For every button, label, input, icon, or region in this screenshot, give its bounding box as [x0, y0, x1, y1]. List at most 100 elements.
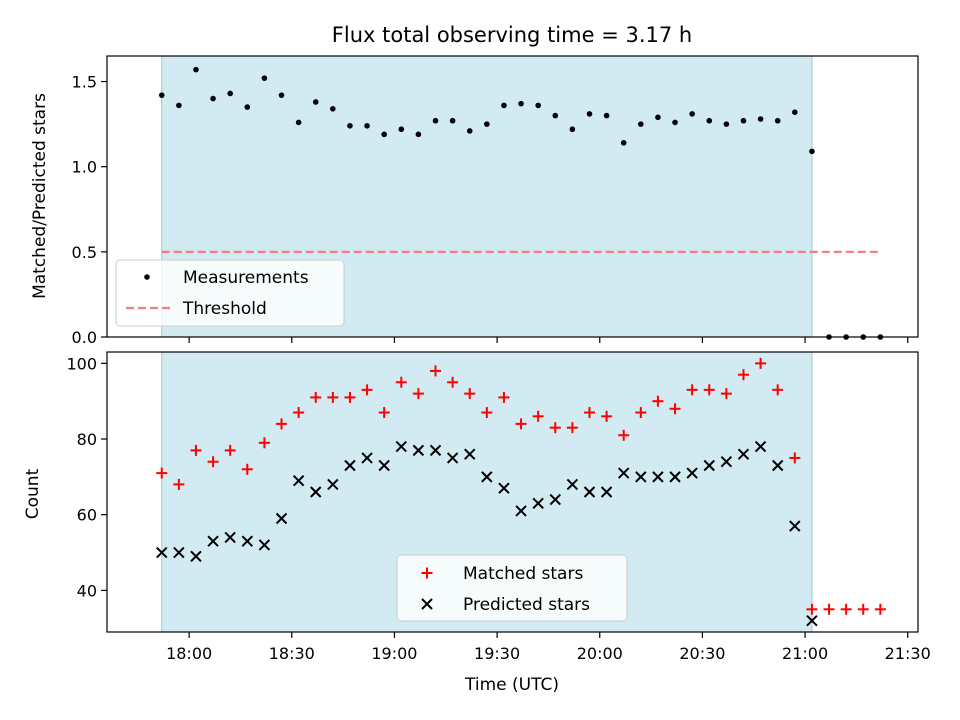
measurement-point [158, 92, 165, 98]
top-y-tick-label: 0.0 [72, 328, 97, 347]
matched-star-point [532, 410, 544, 422]
predicted-star-point [635, 471, 647, 483]
predicted-star-point-b [789, 520, 801, 532]
predicted-star-point [754, 440, 767, 453]
measurement-point [638, 121, 644, 127]
x-tick-label: 19:30 [474, 644, 520, 663]
measurement-point [774, 117, 781, 124]
matched-star-point [293, 407, 305, 419]
predicted-star-point-b [344, 459, 356, 472]
matched-star-point [635, 407, 647, 419]
predicted-star-point-b [173, 546, 185, 559]
predicted-star-point [395, 440, 407, 453]
measurement-point [535, 102, 541, 109]
legend-matched-label: Matched stars [463, 564, 583, 584]
legend-measurements-marker [144, 274, 150, 280]
predicted-star-point-b [327, 478, 339, 491]
matched-star-point [755, 357, 767, 369]
legend-predicted-label: Predicted stars [463, 595, 590, 615]
top-y-tick-label: 0.5 [72, 243, 97, 262]
matched-star-point [327, 391, 339, 403]
legend-measurements-label: Measurements [183, 268, 309, 288]
measurement-point [723, 121, 730, 127]
measurement-point [586, 111, 593, 117]
top-y-tick-label: 1.5 [72, 73, 97, 92]
matched-star-point [412, 388, 424, 400]
predicted-star-point-b [720, 456, 733, 468]
measurement-point [227, 90, 233, 97]
bottom-y-tick-label: 80 [77, 430, 97, 449]
measurement-point [278, 92, 285, 98]
predicted-star-point-b [395, 440, 407, 453]
x-tick-label: 18:00 [166, 644, 212, 663]
measurement-point [432, 117, 439, 124]
matched-star-point [361, 384, 373, 396]
matched-star-point [378, 407, 390, 419]
measurement-point [518, 100, 524, 107]
predicted-star-point-b [258, 539, 271, 551]
matched-star-point [156, 467, 168, 479]
matched-star-point [806, 603, 818, 615]
predicted-star-point-b [600, 486, 613, 498]
measurement-point [603, 112, 610, 119]
legend-matched-marker [421, 567, 433, 579]
bottom-y-tick-label: 40 [77, 581, 97, 600]
measurement-point [244, 104, 251, 110]
measurement-point [210, 95, 216, 102]
measurement-point [501, 102, 507, 109]
predicted-star-point-b [549, 493, 561, 506]
predicted-star-point-b [412, 444, 425, 457]
predicted-star-point [412, 444, 425, 457]
matched-star-point [601, 410, 613, 422]
matched-star-point [789, 452, 801, 464]
measurement-point [569, 126, 576, 133]
predicted-star-point-b [207, 535, 219, 547]
measurement-point [757, 116, 764, 122]
predicted-star-point [429, 444, 442, 457]
predicted-star-point [566, 478, 579, 491]
matched-star-point [447, 376, 459, 388]
predicted-star-point-b [515, 505, 527, 517]
predicted-star-point-b [754, 440, 767, 453]
measurement-point [792, 109, 798, 115]
predicted-star-point-b [635, 471, 647, 483]
predicted-star-point [241, 535, 254, 547]
matched-star-point [190, 444, 202, 456]
matched-star-point [276, 418, 288, 430]
predicted-star-point-b [566, 478, 579, 491]
measurement-point [312, 99, 319, 105]
predicted-star-point [720, 456, 733, 468]
matched-star-point [583, 407, 595, 419]
predicted-star-point [327, 478, 339, 491]
matched-star-point [464, 388, 476, 400]
measurement-point [449, 117, 456, 124]
matched-star-point [310, 391, 322, 403]
measurement-point [809, 148, 815, 155]
measurement-point [193, 66, 199, 73]
predicted-star-point-b [703, 459, 715, 472]
measurement-point [381, 131, 387, 138]
measurement-point [655, 114, 661, 121]
predicted-star-point-b [583, 486, 596, 498]
predicted-star-point-b [241, 535, 254, 547]
legend-predicted-marker-b [421, 598, 433, 610]
predicted-star-point [789, 520, 801, 532]
matched-star-point [720, 388, 732, 400]
measurement-point [261, 75, 268, 81]
matched-star-point [874, 603, 886, 615]
measurement-point [484, 121, 490, 127]
measurement-point [176, 102, 182, 109]
x-tick-label: 18:30 [269, 644, 315, 663]
measurement-point [364, 123, 370, 129]
predicted-star-point-b [464, 448, 476, 460]
top-y-axis-label: Matched/Predicted stars [30, 93, 50, 299]
measurement-point [689, 111, 695, 117]
measurement-point [398, 126, 405, 133]
chart-title: Flux total observing time = 3.17 h [332, 23, 692, 47]
predicted-star-point-b [275, 512, 288, 525]
predicted-star-point [737, 448, 750, 460]
legend-threshold-label: Threshold [182, 299, 267, 319]
matched-star-point [669, 403, 681, 415]
bottom-y-tick-label: 60 [77, 506, 97, 525]
